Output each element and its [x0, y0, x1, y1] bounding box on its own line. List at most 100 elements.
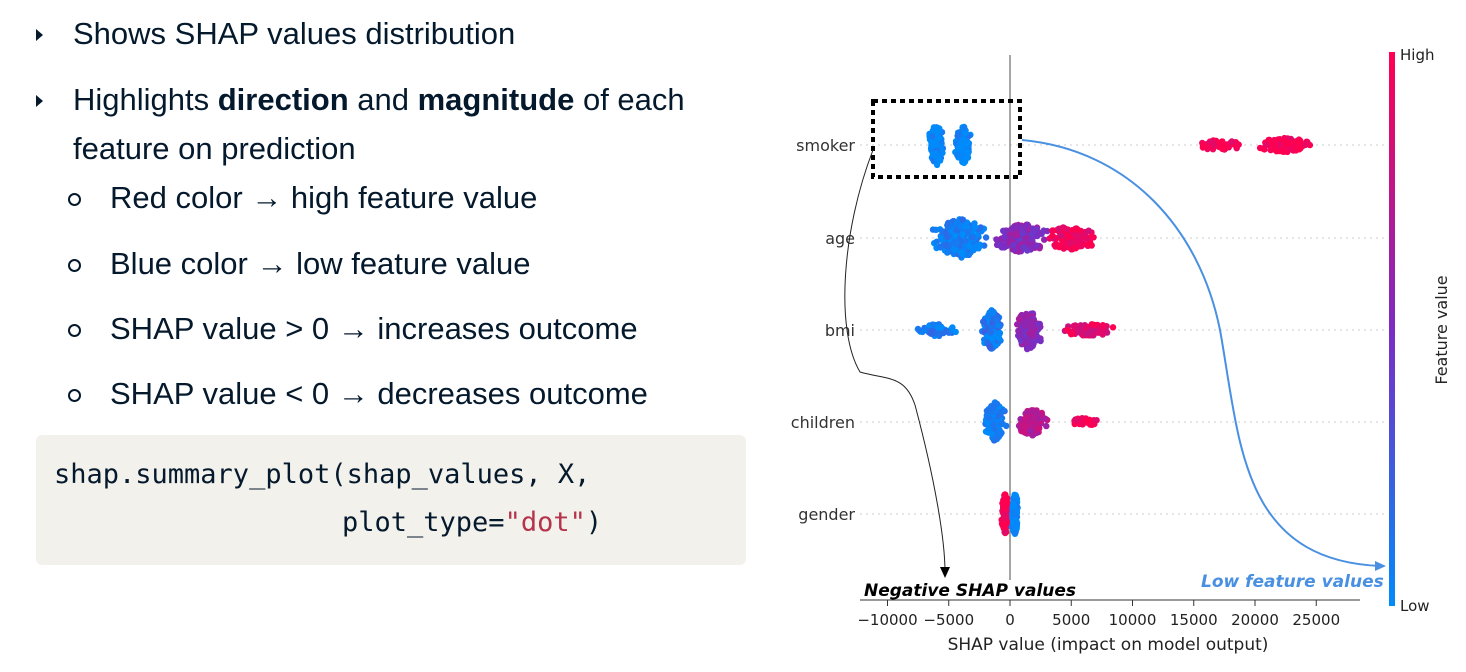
shap-dot — [1073, 225, 1081, 233]
shap-dot — [1049, 227, 1057, 234]
shap-dot — [1001, 233, 1008, 240]
shap-dot — [940, 329, 947, 337]
feature-label-smoker: smoker — [796, 136, 855, 155]
colorbar-title: Feature value — [1432, 275, 1451, 384]
shap-dot — [923, 327, 930, 334]
shap-dot — [1009, 224, 1017, 232]
shap-dot — [1021, 322, 1029, 329]
shap-dot — [972, 242, 980, 249]
shap-dot — [1012, 231, 1020, 239]
shap-dot — [944, 249, 951, 256]
feature-label-children: children — [791, 413, 855, 432]
shap-dot — [1015, 222, 1022, 230]
shap-dot — [934, 154, 941, 161]
shap-dot — [959, 216, 966, 223]
shap-dot — [1064, 326, 1071, 333]
shap-dot — [932, 226, 940, 233]
shap-dot — [935, 127, 943, 134]
low-feature-annotation: Low feature values — [1201, 572, 1384, 592]
shap-dot — [1216, 139, 1224, 147]
shap-dot — [1020, 428, 1027, 435]
shap-dot — [1287, 139, 1294, 146]
shap-dot — [934, 324, 942, 331]
sub-bullet-text: Blue color → low feature value — [110, 246, 531, 281]
colorbar-high-label: High — [1400, 46, 1434, 64]
triangle-bullet-icon — [36, 95, 43, 107]
shap-dot — [1012, 492, 1019, 499]
shap-dot — [960, 159, 968, 166]
shap-dot — [969, 234, 976, 241]
shap-dot — [944, 233, 951, 241]
shap-dot — [955, 145, 962, 152]
shap-dot — [1015, 315, 1023, 323]
x-tick-label: 15000 — [1170, 611, 1218, 629]
circle-bullet-icon — [68, 389, 81, 402]
shap-dot — [971, 223, 979, 231]
shap-dot — [1024, 221, 1031, 229]
shap-dot — [1029, 432, 1036, 439]
shap-dot — [1002, 523, 1010, 531]
shap-dot — [1069, 227, 1076, 234]
shap-dot — [1083, 235, 1090, 242]
code-line: plot_type="dot") — [342, 507, 603, 538]
circle-bullet-icon — [68, 193, 81, 206]
shap-dot — [988, 336, 996, 343]
shap-dot — [1067, 240, 1074, 247]
shap-dot — [1001, 511, 1008, 519]
shap-dot — [1019, 230, 1026, 237]
shap-dot — [950, 246, 957, 253]
shap-dot — [998, 244, 1005, 251]
shap-dot — [1036, 425, 1043, 432]
shap-dot — [987, 329, 994, 336]
feature-label-age: age — [825, 229, 855, 248]
shap-dot — [1228, 138, 1236, 145]
shap-dot — [1219, 145, 1226, 153]
shap-dot — [1100, 323, 1107, 330]
sub-bullet-text: Red color → high feature value — [110, 180, 538, 215]
shap-dot — [1020, 423, 1028, 430]
shap-dot — [952, 232, 959, 239]
shap-dot — [1293, 137, 1301, 145]
highlight-box — [871, 99, 1022, 179]
shap-dot — [985, 414, 993, 422]
shap-dot — [1057, 232, 1065, 239]
shap-dot — [1055, 242, 1063, 250]
shap-dot — [1026, 419, 1033, 426]
circle-bullet-icon — [68, 324, 81, 337]
shap-dot — [930, 141, 938, 148]
shap-dot — [933, 238, 940, 245]
shap-dot — [1000, 227, 1007, 234]
shap-dot — [995, 334, 1003, 342]
shap-dot — [1009, 241, 1017, 249]
shap-dot — [1002, 492, 1009, 499]
shap-dot — [1076, 237, 1084, 244]
shap-dot — [964, 228, 972, 236]
shap-dot — [1075, 417, 1082, 424]
shap-dot — [1037, 337, 1044, 345]
shap-dot — [1033, 420, 1040, 427]
shap-dot — [929, 151, 937, 158]
shap-dot — [1044, 227, 1051, 235]
shap-dot — [937, 244, 944, 251]
shap-dot — [1041, 236, 1048, 243]
shap-dot — [1022, 238, 1030, 245]
negative-arrow-head — [940, 567, 950, 578]
shap-dot — [1034, 232, 1041, 240]
shap-dot — [933, 329, 941, 336]
shap-dot — [1284, 148, 1291, 156]
shap-dot — [1015, 327, 1022, 335]
shap-dot — [1029, 230, 1036, 237]
feature-label-bmi: bmi — [825, 321, 855, 340]
bullet-continuation: feature on prediction — [73, 131, 356, 166]
sub-bullet-item: Red color → high feature value — [68, 180, 538, 216]
shap-dot — [986, 343, 993, 350]
shap-dot — [1223, 143, 1231, 150]
shap-dot — [965, 148, 972, 156]
shap-dot — [1074, 329, 1082, 336]
shap-dot — [966, 243, 973, 250]
x-tick-label: −10000 — [857, 611, 917, 629]
bullet-text: Shows SHAP values distribution — [73, 16, 516, 51]
shap-dot — [1012, 529, 1019, 536]
x-tick-label: 0 — [1005, 611, 1015, 629]
